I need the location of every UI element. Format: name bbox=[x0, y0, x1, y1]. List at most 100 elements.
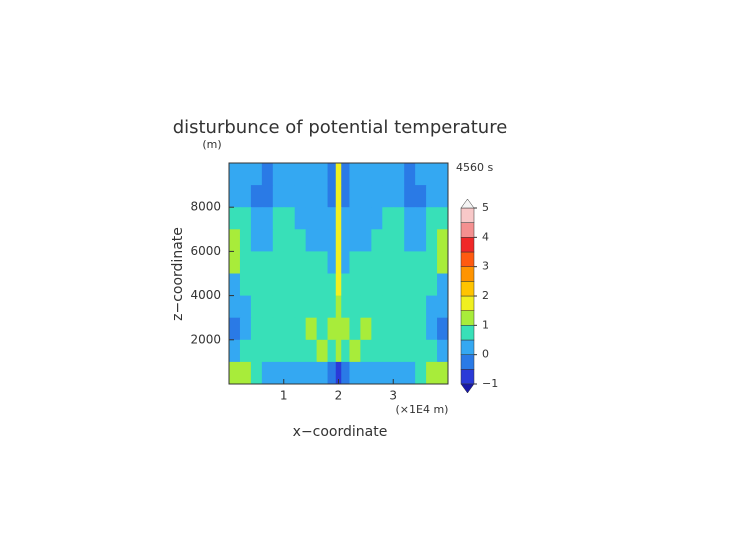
contour-cell bbox=[415, 273, 427, 297]
contour-cell bbox=[382, 339, 394, 363]
contour-cell bbox=[272, 361, 285, 385]
contour-cell bbox=[283, 229, 296, 252]
contour-cell bbox=[360, 339, 372, 363]
y-tick-label: 8000 bbox=[190, 200, 221, 214]
contour-cell bbox=[437, 295, 449, 319]
contour-cell bbox=[382, 207, 394, 230]
contour-cell bbox=[229, 185, 241, 208]
contour-cell bbox=[371, 273, 383, 297]
contour-cell bbox=[294, 185, 307, 208]
contour-cell bbox=[415, 295, 427, 319]
contour-cell bbox=[327, 295, 337, 319]
colorbar-segment bbox=[460, 310, 475, 326]
colorbar-segment bbox=[460, 222, 475, 238]
contour-cell bbox=[261, 251, 274, 274]
contour-cell bbox=[261, 229, 274, 252]
contour-cell bbox=[341, 273, 350, 297]
contour-cell bbox=[393, 207, 405, 230]
contour-cell bbox=[335, 229, 342, 252]
contour-cell bbox=[437, 361, 449, 385]
contour-cell bbox=[335, 163, 342, 186]
contour-cell bbox=[239, 229, 252, 252]
contour-cell bbox=[261, 163, 274, 186]
x-label: x−coordinate bbox=[293, 424, 388, 440]
contour-cell bbox=[294, 229, 307, 252]
contour-cell bbox=[393, 163, 405, 186]
contour-cell bbox=[229, 207, 241, 230]
contour-cell bbox=[316, 207, 329, 230]
colorbar-segment bbox=[460, 251, 475, 267]
contour-cell bbox=[360, 361, 372, 385]
contour-cell bbox=[415, 339, 427, 363]
contour-cell bbox=[272, 317, 285, 341]
contour-cell bbox=[250, 295, 263, 319]
contour-cell bbox=[250, 273, 263, 297]
contour-cell bbox=[437, 251, 449, 274]
contour-cell bbox=[294, 361, 307, 385]
contour-cell bbox=[229, 317, 241, 341]
contour-cell bbox=[371, 295, 383, 319]
contour-cell bbox=[371, 185, 383, 208]
contour-cell bbox=[426, 295, 438, 319]
contour-cell bbox=[382, 273, 394, 297]
contour-cell bbox=[371, 361, 383, 385]
contour-cell bbox=[305, 317, 318, 341]
contour-cell bbox=[393, 361, 405, 385]
contour-cell bbox=[426, 229, 438, 252]
contour-cell bbox=[393, 185, 405, 208]
contour-cell bbox=[426, 251, 438, 274]
contour-cell bbox=[327, 251, 337, 274]
contour-cell bbox=[426, 163, 438, 186]
contour-cell bbox=[382, 317, 394, 341]
contour-cell bbox=[294, 295, 307, 319]
contour-cell bbox=[250, 361, 263, 385]
contour-cell bbox=[349, 185, 361, 208]
contour-cell bbox=[371, 229, 383, 252]
contour-cell bbox=[239, 185, 252, 208]
contour-cell bbox=[294, 273, 307, 297]
contour-cell bbox=[335, 295, 342, 319]
colorbar-under bbox=[460, 383, 475, 394]
contour-cell bbox=[437, 273, 449, 297]
contour-cell bbox=[229, 229, 241, 252]
colorbar-tick-label: 1 bbox=[482, 318, 489, 331]
contour-cell bbox=[283, 361, 296, 385]
contour-cell bbox=[371, 317, 383, 341]
contour-cell bbox=[283, 251, 296, 274]
x-tick-label: 2 bbox=[335, 389, 343, 403]
contour-cell bbox=[335, 251, 342, 274]
contour-cell bbox=[261, 361, 274, 385]
contour-cell bbox=[335, 339, 342, 363]
contour-cell bbox=[393, 295, 405, 319]
contour-cell bbox=[404, 229, 416, 252]
contour-cell bbox=[305, 185, 318, 208]
chart-title: disturbunce of potential temperature bbox=[173, 117, 508, 138]
contour-cell bbox=[335, 273, 342, 297]
contour-cell bbox=[437, 339, 449, 363]
contour-cell bbox=[437, 229, 449, 252]
colorbar-tick-label: −1 bbox=[482, 377, 498, 390]
contour-cell bbox=[437, 207, 449, 230]
contour-cell bbox=[437, 317, 449, 341]
contour-cell bbox=[404, 185, 416, 208]
contour-cell bbox=[426, 361, 438, 385]
contour-cell bbox=[415, 229, 427, 252]
contour-cell bbox=[360, 295, 372, 319]
contour-cell bbox=[426, 339, 438, 363]
contour-cell bbox=[335, 361, 342, 385]
contour-cell bbox=[239, 361, 252, 385]
contour-cell bbox=[341, 251, 350, 274]
contour-cell bbox=[327, 163, 337, 186]
contour-cell bbox=[360, 317, 372, 341]
contour-cell bbox=[382, 163, 394, 186]
contour-cell bbox=[335, 317, 342, 341]
contour-cell bbox=[415, 361, 427, 385]
contour-cell bbox=[349, 317, 361, 341]
contour-cell bbox=[341, 295, 350, 319]
contour-cell bbox=[250, 229, 263, 252]
contour-cell bbox=[426, 207, 438, 230]
colorbar-segment bbox=[460, 339, 475, 355]
contour-cell bbox=[360, 273, 372, 297]
colorbar-tick-label: 4 bbox=[482, 230, 489, 243]
contour-cell bbox=[283, 185, 296, 208]
